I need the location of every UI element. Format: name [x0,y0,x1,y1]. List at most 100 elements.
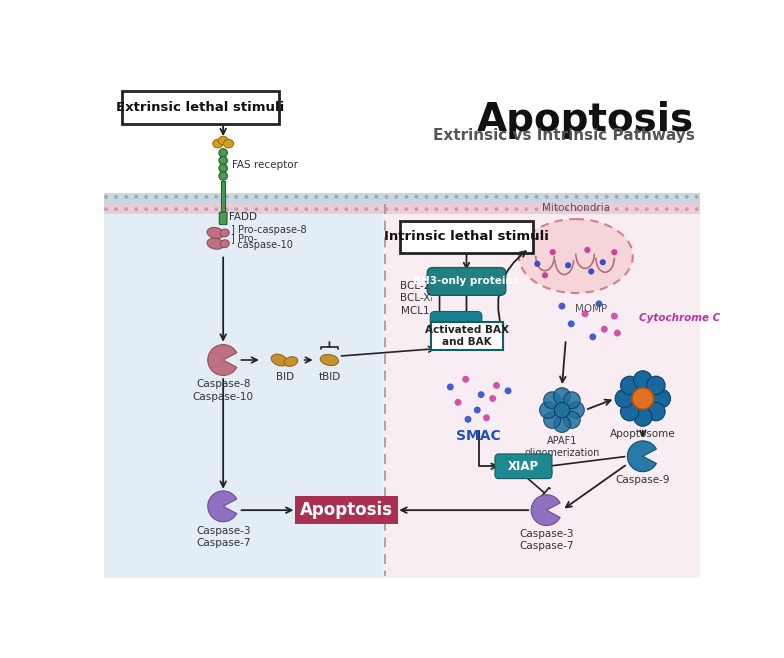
Circle shape [568,320,575,327]
Text: Caspase-9: Caspase-9 [615,474,670,485]
Circle shape [375,207,379,211]
Circle shape [205,207,208,211]
Circle shape [184,195,188,199]
Circle shape [455,195,459,199]
Text: Apoptosis: Apoptosis [477,101,695,139]
Circle shape [219,164,227,172]
Text: Mitochondria: Mitochondria [542,203,610,213]
Circle shape [601,326,608,333]
Circle shape [344,195,348,199]
Circle shape [285,195,289,199]
Text: SMAC: SMAC [456,429,501,443]
Circle shape [564,207,568,211]
Circle shape [134,195,138,199]
Circle shape [575,207,579,211]
Circle shape [184,207,188,211]
Circle shape [625,207,629,211]
Circle shape [625,195,629,199]
FancyBboxPatch shape [430,311,482,335]
Circle shape [354,195,358,199]
Circle shape [154,207,158,211]
Circle shape [465,416,471,423]
Ellipse shape [218,136,228,145]
Circle shape [485,207,488,211]
Circle shape [635,195,639,199]
Circle shape [545,195,549,199]
Text: tBID: tBID [318,372,340,382]
Circle shape [554,195,558,199]
Circle shape [335,207,338,211]
Ellipse shape [271,354,288,366]
Circle shape [563,392,580,409]
Text: BH3-only proteins: BH3-only proteins [413,276,520,286]
Circle shape [144,195,148,199]
Text: Caspase-8
Caspase-10: Caspase-8 Caspase-10 [193,379,254,401]
Circle shape [365,207,368,211]
FancyBboxPatch shape [122,91,278,124]
Circle shape [611,313,618,320]
Circle shape [434,207,438,211]
Circle shape [314,207,318,211]
Circle shape [375,195,379,199]
Circle shape [535,195,539,199]
Circle shape [534,261,540,267]
Circle shape [144,207,148,211]
Circle shape [665,207,669,211]
Text: caspase-10: caspase-10 [230,240,292,249]
Circle shape [194,207,198,211]
Circle shape [325,195,328,199]
Circle shape [424,195,428,199]
Circle shape [582,311,589,317]
Circle shape [415,207,419,211]
Text: Extrinsic lethal stimuli: Extrinsic lethal stimuli [116,101,284,114]
Circle shape [585,195,589,199]
Circle shape [524,207,528,211]
Circle shape [620,376,639,395]
Circle shape [615,207,619,211]
Circle shape [604,207,608,211]
Circle shape [165,195,168,199]
Circle shape [514,207,518,211]
Circle shape [405,195,408,199]
Wedge shape [208,345,237,376]
Circle shape [575,195,579,199]
Circle shape [294,207,298,211]
Text: XIAP: XIAP [508,460,539,472]
Circle shape [274,195,278,199]
Circle shape [424,207,428,211]
Circle shape [558,303,565,309]
Text: ] Pro-: ] Pro- [230,234,257,243]
Circle shape [554,388,571,405]
Bar [383,193,700,578]
Circle shape [539,401,557,418]
Ellipse shape [207,228,224,238]
Circle shape [635,207,639,211]
Circle shape [495,207,499,211]
Circle shape [174,207,178,211]
Circle shape [104,195,108,199]
Circle shape [695,207,699,211]
Circle shape [633,371,652,390]
Circle shape [543,411,561,428]
Circle shape [644,195,648,199]
FancyBboxPatch shape [401,220,532,253]
Bar [103,193,383,578]
Circle shape [633,408,652,426]
Text: Activated BAX
and BAK: Activated BAX and BAK [425,325,510,347]
Circle shape [614,330,621,336]
Circle shape [495,195,499,199]
Circle shape [545,207,549,211]
Circle shape [474,195,478,199]
FancyBboxPatch shape [495,454,552,478]
Text: Caspase-3
Caspase-7: Caspase-3 Caspase-7 [519,528,574,551]
Circle shape [554,207,558,211]
Circle shape [194,195,198,199]
Text: MOMP: MOMP [575,304,608,314]
Circle shape [505,388,511,394]
Circle shape [493,382,500,389]
Circle shape [505,207,509,211]
Text: Intrinsic lethal stimuli: Intrinsic lethal stimuli [384,230,549,243]
FancyBboxPatch shape [431,322,503,350]
Bar [221,180,226,213]
Circle shape [264,207,268,211]
